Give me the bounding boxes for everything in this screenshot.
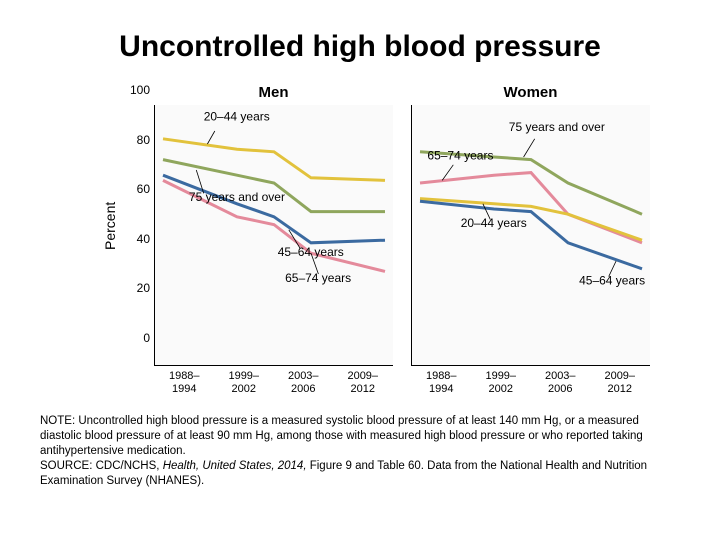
x-tick: 1999– 2002 <box>471 370 531 396</box>
series-20_44 <box>163 139 385 181</box>
y-axis-label: Percent <box>102 230 118 250</box>
chart-women: 75 years and over 65–74 years 20–44 years 4… <box>411 105 650 366</box>
series-label: 20–44 years <box>204 110 270 124</box>
panel-men: Men 20–44 years 75 years and over 45–64 ye… <box>154 84 393 396</box>
x-tick: 1988– 1994 <box>412 370 472 396</box>
series-45_64 <box>163 175 385 243</box>
y-tick: 0 <box>143 332 150 344</box>
y-tick: 100 <box>130 84 150 96</box>
series-label: 45–64 years <box>579 273 645 287</box>
footnote: NOTE: Uncontrolled high blood pressure i… <box>40 414 680 489</box>
page-title: Uncontrolled high blood pressure <box>40 30 680 64</box>
y-tick: 40 <box>137 233 150 245</box>
y-tick: 60 <box>137 183 150 195</box>
footnote-source-prefix: SOURCE: CDC/NCHS, <box>40 460 163 472</box>
panel-title-men: Men <box>259 84 289 101</box>
chart-men: 20–44 years 75 years and over 45–64 years 6… <box>154 105 393 366</box>
charts-container: Percent 100806040200 Men 20–44 years75 y… <box>70 84 680 396</box>
y-tick: 20 <box>137 282 150 294</box>
footnote-note: NOTE: Uncontrolled high blood pressure i… <box>40 415 643 457</box>
series-label: 65–74 years <box>427 149 493 163</box>
y-tick: 80 <box>137 134 150 146</box>
x-tick: 2003– 2006 <box>274 370 334 396</box>
series-label: 45–64 years <box>278 245 344 259</box>
series-label: 75 years and over <box>509 120 605 134</box>
panel-women: Women 75 years and over 65–74 years 20–44 … <box>411 84 650 396</box>
x-tick: 2009– 2012 <box>333 370 393 396</box>
y-axis-ticks: 100 80 60 40 20 0 <box>122 84 154 344</box>
x-tick: 2009– 2012 <box>590 370 650 396</box>
footnote-source-italic: Health, United States, 2014, <box>163 460 307 472</box>
series-label: 20–44 years <box>461 216 527 230</box>
x-axis-ticks-men: 1988– 19941999– 20022003– 20062009– 2012 <box>155 370 393 396</box>
series-label: 75 years and over <box>189 190 285 204</box>
series-45_64 <box>420 201 642 269</box>
x-tick: 2003– 2006 <box>531 370 591 396</box>
panel-title-women: Women <box>504 84 558 101</box>
x-tick: 1988– 1994 <box>155 370 215 396</box>
series-label: 65–74 years <box>285 271 351 285</box>
x-axis-ticks-women: 1988– 19941999– 20022003– 20062009– 2012 <box>412 370 650 396</box>
x-tick: 1999– 2002 <box>214 370 274 396</box>
